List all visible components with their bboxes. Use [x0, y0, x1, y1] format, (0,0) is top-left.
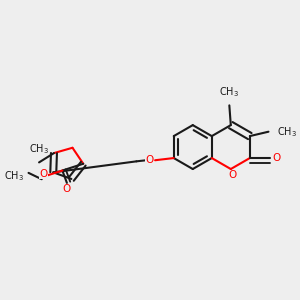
Text: CH$_3$: CH$_3$	[219, 85, 239, 99]
Text: CH$_3$: CH$_3$	[4, 169, 24, 183]
Text: O: O	[228, 170, 236, 181]
Text: O: O	[272, 153, 281, 163]
Text: O: O	[146, 155, 154, 165]
Text: CH$_3$: CH$_3$	[29, 142, 49, 156]
Text: CH$_3$: CH$_3$	[277, 125, 297, 139]
Text: O: O	[63, 184, 71, 194]
Text: O: O	[39, 169, 47, 179]
